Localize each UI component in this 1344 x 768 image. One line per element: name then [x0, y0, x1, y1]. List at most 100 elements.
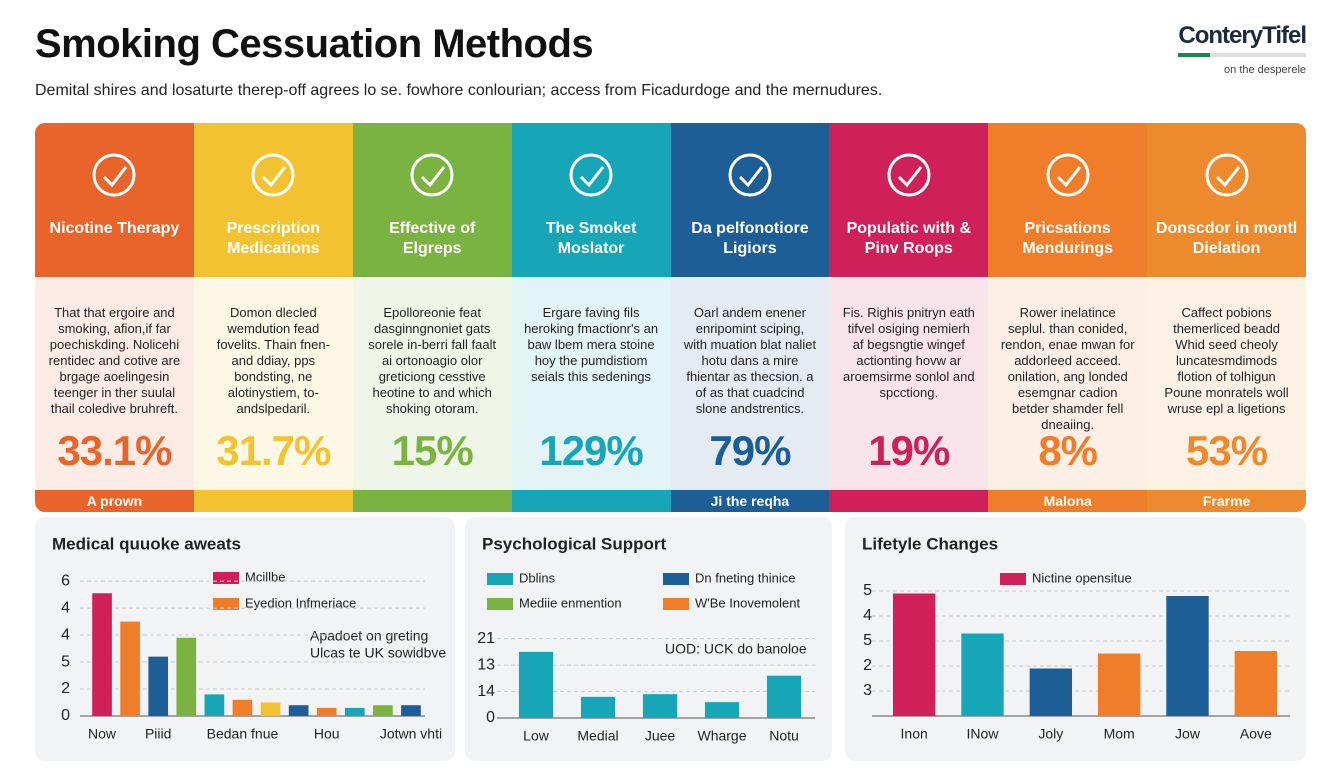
card-body: Domon dlecled wemdution fead fovelits. T… [193, 277, 353, 490]
card-body: Fis. Righis pnitryn eath tifvel osiging … [829, 277, 989, 490]
card-text: Fis. Righis pnitryn eath tifvel osiging … [842, 305, 975, 400]
cards: Nicotine Therapy That that ergoire and sm… [35, 123, 1306, 512]
card-header: Pricsations Mendurings [988, 123, 1148, 277]
icon [1205, 153, 1249, 197]
x-tick-label: Medial [577, 728, 618, 744]
card-value: 19% [868, 427, 950, 474]
x-tick-label: Aove [1240, 726, 1272, 742]
card-footer: Frarme [1147, 490, 1306, 512]
y-tick-label: 5 [61, 653, 70, 670]
card: Donscdor in montl Dielation Caffect pobio… [1147, 123, 1306, 512]
logo: ConteryTifel on the desperele [1178, 22, 1307, 78]
icon [1046, 153, 1090, 197]
card-title: Da pelfonotiore Ligiors [691, 220, 809, 257]
y-tick-label: 0 [486, 709, 495, 726]
card-text: Rower inelatince seplul. than conided, r… [1000, 305, 1135, 432]
card-header: Prescription Medications [193, 123, 353, 277]
card-footer [352, 490, 512, 512]
icon-shape [421, 166, 446, 188]
annotation: Ulcas te UK sowidbve [310, 645, 446, 661]
icon-shape [1205, 153, 1249, 197]
panel [35, 517, 455, 761]
legend-swatch [1000, 573, 1026, 585]
x-tick-label: Piiid [145, 726, 171, 742]
card: Nicotine Therapy That that ergoire and sm… [35, 123, 194, 512]
x-tick-label: INow [967, 726, 1000, 742]
icon-shape [251, 153, 295, 197]
bar [766, 675, 802, 718]
card-header: Nicotine Therapy [35, 123, 194, 277]
x-tick-label: Joly [1038, 726, 1063, 742]
y-tick-label: 2 [61, 680, 70, 697]
chart-title: Lifetyle Changes [862, 534, 998, 553]
icon-shape [738, 166, 764, 188]
y-tick-label: 5 [863, 582, 872, 599]
card-footer [511, 490, 671, 512]
card-value: 15% [391, 427, 474, 474]
x-tick-label: Notu [769, 728, 799, 744]
icon-shape [728, 153, 772, 197]
icon [569, 153, 613, 197]
icon-shape [103, 166, 128, 188]
card-body: Epolloreonie feat dasginngnoniet gats so… [352, 277, 512, 490]
bar [704, 702, 740, 718]
y-tick-label: 4 [61, 599, 70, 616]
card-body: Rower inelatince seplul. than conided, r… [988, 277, 1148, 490]
icon-shape [262, 166, 287, 188]
card-text: Oarl andem enener enripomint sciping, wi… [683, 305, 817, 416]
bar [1097, 653, 1141, 716]
card-text: Caffect pobions themerliced beadd Whid s… [1164, 305, 1289, 416]
card-footer: Malona [988, 490, 1148, 512]
x-tick-label: Bedan fnue [207, 726, 279, 742]
y-tick-label: 6 [61, 572, 70, 589]
bar [642, 694, 678, 718]
card-header: Effective of Elgreps [352, 123, 512, 277]
x-tick-label: Jow [1175, 726, 1201, 742]
card-header: Donscdor in montl Dielation [1147, 123, 1306, 277]
card: Populatic with & Pinv Roops Fis. Righis p… [829, 123, 989, 512]
icon-shape [410, 153, 454, 197]
card-footer: A prown [35, 490, 194, 512]
card-body: Caffect pobions themerliced beadd Whid s… [1147, 277, 1306, 490]
bar [92, 593, 112, 716]
card-header: The Smoket Moslator [511, 123, 671, 277]
card-title: Prescription Medications [226, 220, 320, 257]
card-title: The Smoket Moslator [545, 220, 637, 257]
y-tick-label: 2 [863, 657, 872, 674]
legend-swatch [487, 573, 513, 585]
card-value: 79% [709, 427, 791, 474]
bar [373, 705, 393, 716]
card-title: Effective of Elgreps [389, 220, 476, 257]
y-tick-label: 4 [863, 607, 872, 624]
x-tick-label: Juee [645, 728, 676, 744]
bar [892, 593, 936, 716]
legend-swatch [663, 598, 689, 610]
card-footer [829, 490, 989, 512]
card-title: Nicotine Therapy [49, 220, 180, 237]
card-header: Populatic with & Pinv Roops [829, 123, 989, 277]
chart-title: Psychological Support [482, 534, 667, 553]
card-footer: Ji the reqha [670, 490, 830, 512]
icon [728, 153, 772, 197]
logo-sub: on the desperele [1224, 64, 1306, 76]
title: Smoking Cessuation Methods [35, 22, 594, 66]
icon-shape [887, 153, 931, 197]
legend-label: Eyedion Infmeriace [245, 595, 356, 610]
card-value: 8% [1038, 427, 1098, 474]
x-tick-label: Low [523, 728, 550, 744]
legend-label: Mcillbe [245, 569, 285, 584]
bar [1234, 651, 1278, 716]
legend-swatch [213, 572, 239, 584]
bar [204, 694, 225, 716]
bar [961, 633, 1004, 716]
annotation: Apadoet on greting [310, 628, 428, 644]
legend-label: Nictine opensitue [1032, 570, 1132, 585]
card-value: 33.1% [57, 427, 172, 474]
card-text: Ergare faving fils heroking fmactionr's … [524, 305, 659, 384]
x-tick-label: Inon [901, 726, 928, 742]
icon [887, 153, 931, 197]
card-body: That that ergoire and smoking, afion,if … [35, 277, 194, 490]
bar [260, 702, 281, 716]
bar [232, 699, 253, 716]
